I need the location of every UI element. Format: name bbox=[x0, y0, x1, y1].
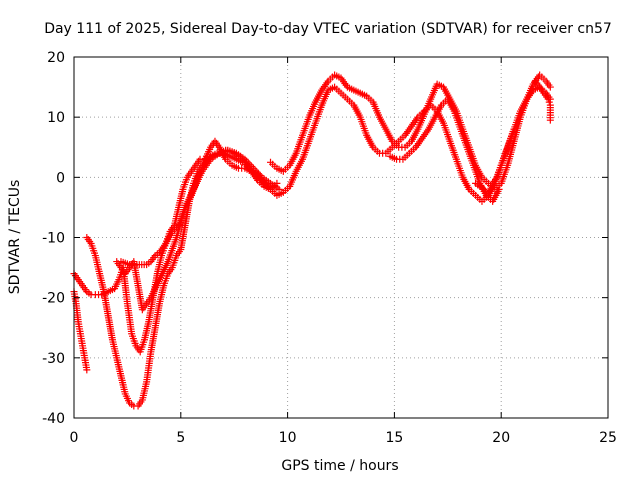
y-tick-label: -20 bbox=[42, 291, 65, 307]
data-series bbox=[70, 71, 554, 410]
x-tick-label: 20 bbox=[492, 430, 510, 446]
axis-ticks: 0 5 10 15 20 25 -40 -30 -20 -10 0 10 20 bbox=[42, 50, 617, 446]
y-tick-label: -40 bbox=[42, 411, 65, 427]
data-point bbox=[544, 95, 552, 103]
data-point bbox=[275, 185, 283, 193]
series-arc-8 bbox=[472, 125, 518, 199]
y-tick-label: -30 bbox=[42, 351, 65, 367]
y-tick-label: 10 bbox=[47, 110, 65, 126]
series-arc-2 bbox=[70, 146, 281, 356]
x-axis-label: GPS time / hours bbox=[281, 458, 398, 474]
data-point bbox=[546, 83, 554, 91]
x-tick-label: 25 bbox=[599, 430, 617, 446]
data-point bbox=[545, 98, 553, 106]
data-point bbox=[83, 366, 91, 374]
series-arc-9 bbox=[531, 77, 554, 124]
data-point bbox=[495, 185, 503, 193]
x-tick-label: 0 bbox=[70, 430, 79, 446]
y-tick-label: -10 bbox=[42, 231, 65, 247]
x-tick-label: 5 bbox=[176, 430, 185, 446]
y-tick-label: 0 bbox=[56, 170, 65, 186]
x-tick-label: 15 bbox=[385, 430, 403, 446]
y-axis-label: SDTVAR / TECUs bbox=[7, 180, 23, 295]
y-tick-label: 20 bbox=[47, 50, 65, 66]
series-arc-4 bbox=[267, 71, 554, 193]
grid-lines bbox=[74, 57, 608, 418]
series-arc-1 bbox=[70, 288, 91, 374]
chart-title: Day 111 of 2025, Sidereal Day-to-day VTE… bbox=[44, 21, 612, 37]
series-arc-6 bbox=[113, 146, 283, 314]
series-arc-3 bbox=[83, 83, 554, 410]
data-point bbox=[510, 125, 518, 133]
x-tick-label: 10 bbox=[279, 430, 297, 446]
data-point bbox=[546, 116, 554, 124]
